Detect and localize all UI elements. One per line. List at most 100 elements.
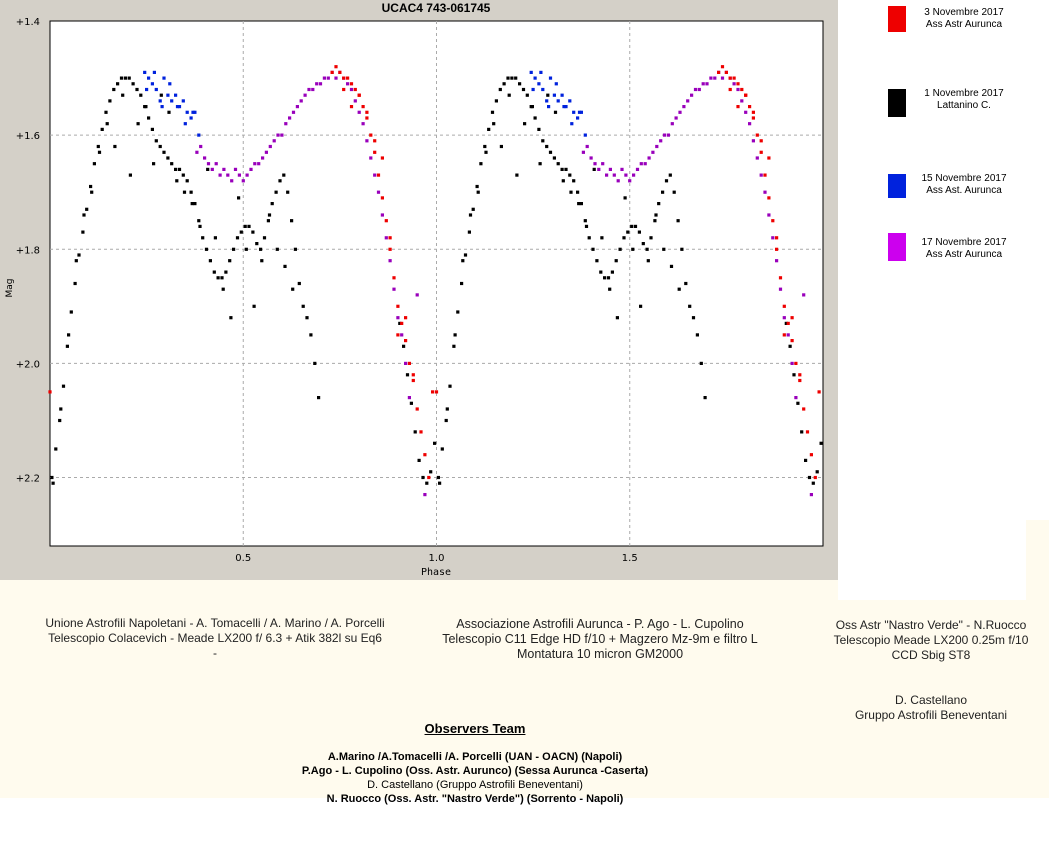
data-point-3-novembre-2017: [392, 276, 396, 280]
credit-line: Telescopio C11 Edge HD f/10 + Magzero Mz…: [442, 632, 758, 646]
data-point-17-novembre-2017: [253, 162, 257, 166]
data-point-17-novembre-2017: [581, 150, 585, 154]
data-point-1-novembre-2017: [235, 236, 240, 240]
data-point-1-novembre-2017: [521, 87, 526, 92]
data-point-17-novembre-2017: [736, 87, 740, 92]
y-axis-label: Mag: [5, 279, 15, 298]
data-point-1-novembre-2017: [229, 316, 233, 320]
data-point-15-novembre-2017: [175, 105, 180, 109]
data-point-1-novembre-2017: [119, 76, 124, 80]
data-point-1-novembre-2017: [591, 247, 595, 251]
data-point-1-novembre-2017: [592, 167, 596, 171]
data-point-17-novembre-2017: [218, 173, 222, 177]
data-point-1-novembre-2017: [167, 110, 171, 114]
data-point-3-novembre-2017: [809, 453, 813, 457]
data-point-1-novembre-2017: [105, 122, 109, 126]
data-point-1-novembre-2017: [548, 150, 553, 154]
data-point-1-novembre-2017: [409, 401, 413, 405]
data-point-1-novembre-2017: [290, 219, 294, 223]
x-tick-label: 1.5: [622, 553, 638, 564]
data-point-17-novembre-2017: [334, 76, 338, 80]
data-point-1-novembre-2017: [460, 281, 464, 286]
data-point-3-novembre-2017: [724, 70, 728, 74]
data-point-17-novembre-2017: [678, 110, 682, 114]
data-point-3-novembre-2017: [720, 65, 725, 69]
data-point-17-novembre-2017: [775, 259, 779, 263]
data-point-1-novembre-2017: [413, 430, 417, 434]
data-point-1-novembre-2017: [672, 190, 676, 194]
data-point-17-novembre-2017: [315, 82, 319, 86]
data-point-3-novembre-2017: [349, 82, 354, 86]
data-point-1-novembre-2017: [247, 224, 251, 228]
credit-nastro-verde: Oss Astr "Nastro Verde" - N.Ruocco Teles…: [820, 618, 1042, 663]
data-point-1-novembre-2017: [208, 259, 212, 263]
data-point-1-novembre-2017: [74, 259, 78, 263]
data-point-15-novembre-2017: [554, 82, 558, 86]
data-point-1-novembre-2017: [595, 259, 599, 263]
data-point-17-novembre-2017: [210, 167, 214, 171]
data-point-17-novembre-2017: [199, 144, 203, 149]
data-point-1-novembre-2017: [788, 344, 792, 348]
data-point-17-novembre-2017: [380, 213, 384, 217]
data-point-1-novembre-2017: [664, 179, 669, 183]
data-point-17-novembre-2017: [206, 162, 211, 166]
data-point-1-novembre-2017: [139, 93, 143, 97]
credit-aurunca: Associazione Astrofili Aurunca - P. Ago …: [410, 617, 790, 662]
data-point-3-novembre-2017: [349, 105, 354, 109]
data-point-3-novembre-2017: [759, 150, 763, 154]
data-point-3-novembre-2017: [365, 110, 369, 114]
data-point-1-novembre-2017: [463, 253, 468, 257]
y-tick-label: +1.6: [16, 131, 40, 142]
data-point-3-novembre-2017: [767, 196, 771, 200]
data-point-1-novembre-2017: [546, 93, 550, 97]
data-point-1-novembre-2017: [267, 213, 272, 217]
data-point-15-novembre-2017: [539, 70, 543, 74]
data-point-1-novembre-2017: [243, 224, 247, 228]
data-point-15-novembre-2017: [166, 93, 170, 97]
credit-line: Unione Astrofili Napoletani - A. Tomacel…: [45, 616, 385, 630]
data-point-1-novembre-2017: [545, 144, 549, 149]
data-point-17-novembre-2017: [767, 213, 771, 217]
observers-team: Observers Team A.Marino /A.Tomacelli /A.…: [200, 722, 750, 806]
data-point-1-novembre-2017: [77, 253, 81, 257]
data-point-3-novembre-2017: [798, 378, 802, 383]
data-point-1-novembre-2017: [317, 396, 321, 400]
data-point-1-novembre-2017: [147, 116, 151, 120]
data-point-1-novembre-2017: [695, 333, 699, 337]
data-point-3-novembre-2017: [717, 70, 721, 74]
data-point-1-novembre-2017: [429, 470, 433, 474]
credit-line: Telescopio Colacevich - Meade LX200 f/ 6…: [48, 631, 382, 645]
data-point-1-novembre-2017: [67, 333, 71, 337]
data-point-15-novembre-2017: [531, 87, 535, 92]
data-point-17-novembre-2017: [299, 99, 303, 103]
data-point-1-novembre-2017: [123, 76, 127, 80]
data-point-1-novembre-2017: [452, 344, 456, 348]
data-point-3-novembre-2017: [380, 196, 384, 200]
team-line: D. Castellano (Gruppo Astrofili Benevent…: [367, 779, 583, 791]
data-point-1-novembre-2017: [461, 259, 465, 263]
data-point-1-novembre-2017: [85, 207, 89, 211]
data-point-17-novembre-2017: [628, 179, 632, 183]
data-point-3-novembre-2017: [388, 236, 392, 240]
data-point-1-novembre-2017: [523, 122, 527, 126]
data-point-1-novembre-2017: [278, 179, 282, 183]
data-point-17-novembre-2017: [233, 167, 238, 171]
data-point-1-novembre-2017: [90, 190, 94, 194]
data-point-15-novembre-2017: [152, 70, 156, 74]
data-point-17-novembre-2017: [264, 150, 268, 154]
data-point-17-novembre-2017: [624, 173, 628, 177]
data-point-1-novembre-2017: [436, 475, 440, 480]
data-point-1-novembre-2017: [221, 287, 225, 291]
data-point-1-novembre-2017: [293, 247, 297, 251]
data-point-1-novembre-2017: [641, 242, 645, 246]
data-point-3-novembre-2017: [778, 276, 783, 280]
data-point-1-novembre-2017: [662, 247, 666, 251]
data-point-1-novembre-2017: [398, 321, 402, 325]
data-point-17-novembre-2017: [272, 139, 276, 143]
team-title: Observers Team: [424, 721, 526, 736]
data-point-3-novembre-2017: [400, 321, 404, 325]
data-point-1-novembre-2017: [637, 230, 641, 234]
data-point-1-novembre-2017: [610, 270, 614, 274]
data-point-3-novembre-2017: [373, 139, 377, 143]
data-point-1-novembre-2017: [677, 287, 681, 291]
